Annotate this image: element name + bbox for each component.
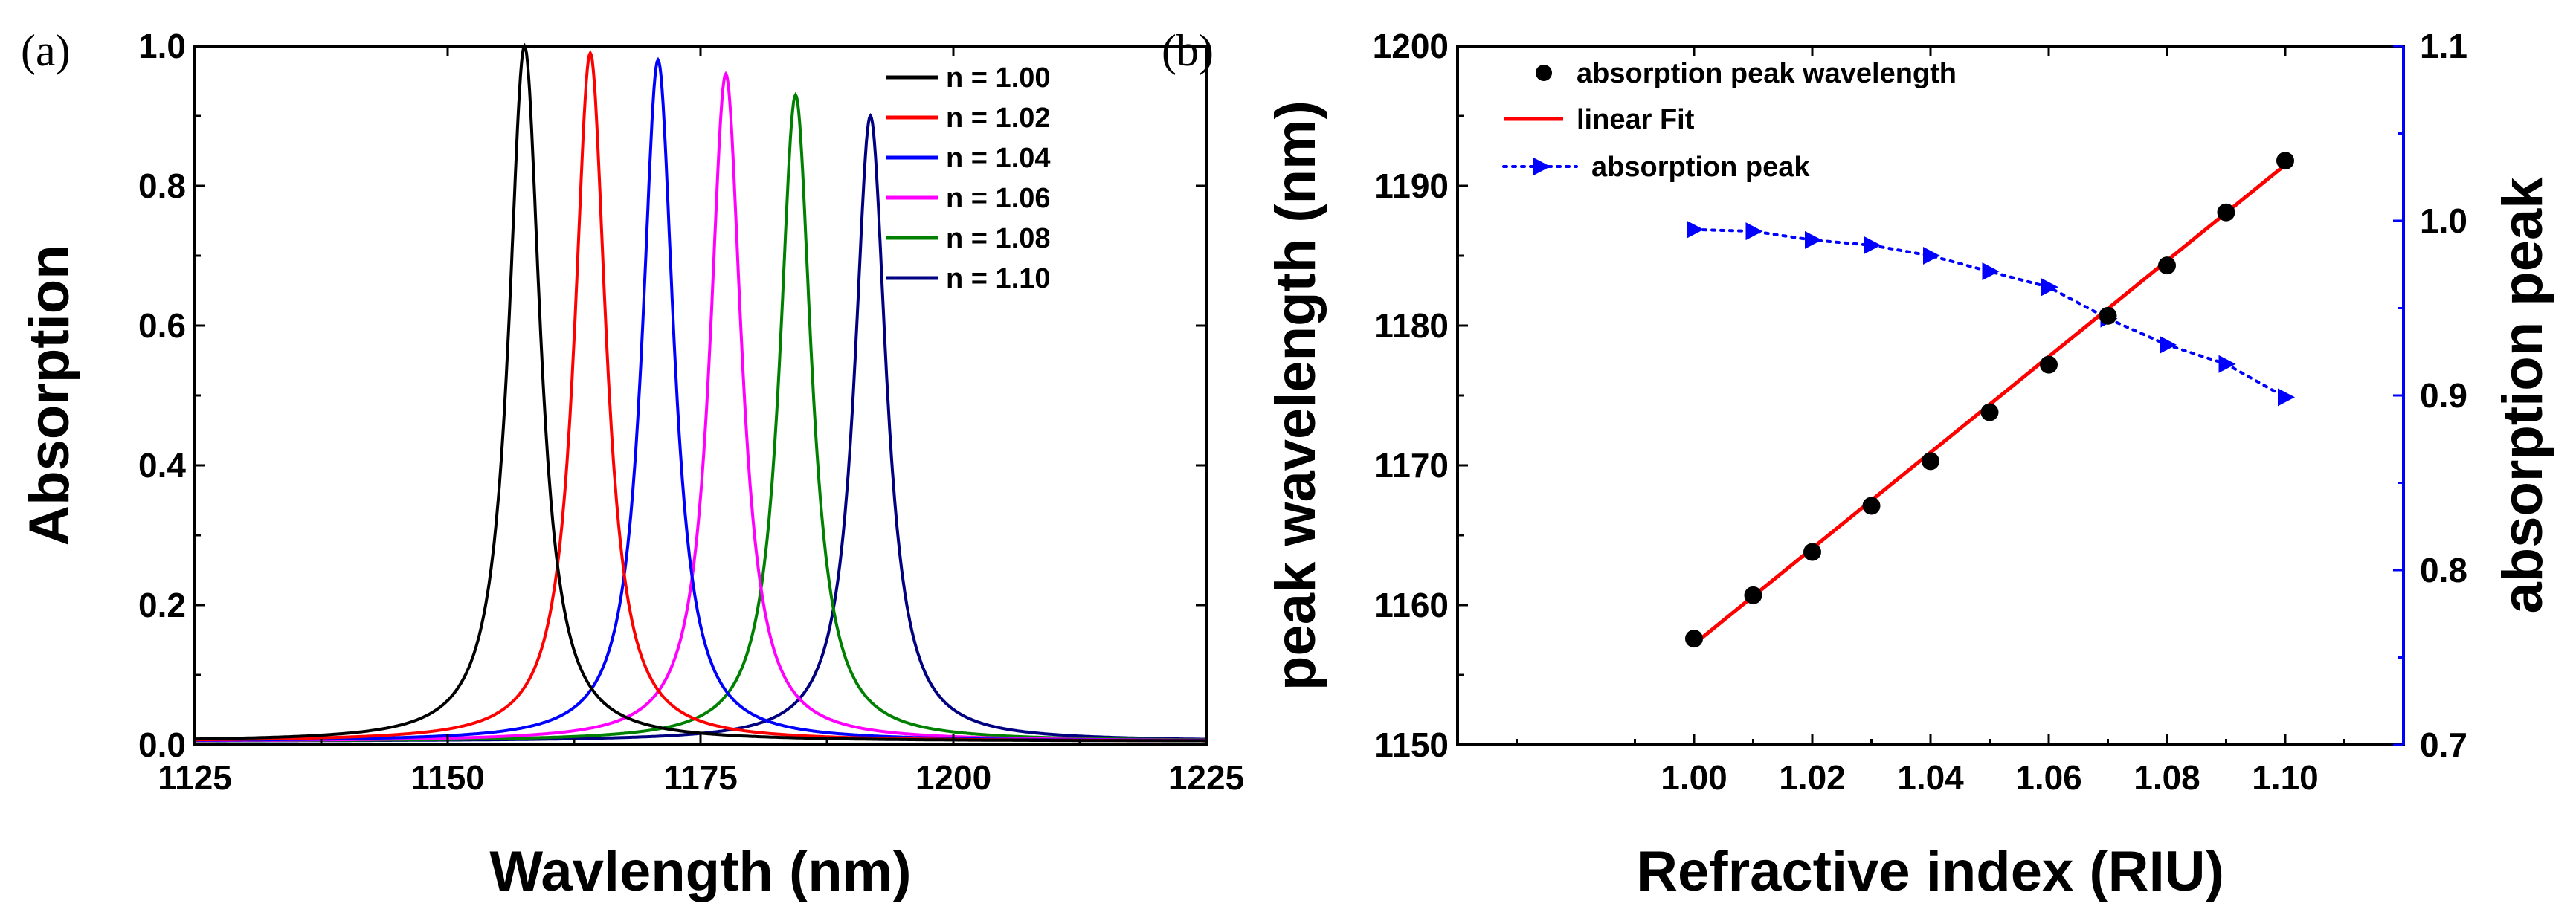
- x-tick-label: 1200: [915, 758, 991, 797]
- panel-b-plot-frame: [1456, 45, 2405, 746]
- absorption-peak-marker: [2041, 278, 2058, 297]
- y-tick-label: 0.0: [138, 726, 186, 764]
- peak-wavelength-point: [1685, 630, 1703, 648]
- series-line-2: [195, 56, 1206, 743]
- peak-wavelength-point: [1980, 403, 1999, 421]
- y2-tick-label: 1.1: [2420, 27, 2467, 65]
- peak-wavelength-point: [1922, 452, 1939, 471]
- peak-wavelength-point: [1803, 543, 1821, 561]
- absorption-peak-marker: [1805, 230, 1822, 249]
- legend-label: n = 1.00: [946, 62, 1050, 94]
- absorption-peak-marker: [2218, 355, 2236, 373]
- absorption-peak-marker: [1864, 236, 1881, 254]
- peak-wavelength-point: [2040, 355, 2058, 374]
- absorption-peak-marker: [2278, 388, 2295, 407]
- x-tick-label: 1225: [1168, 758, 1244, 797]
- panel-b-legend: absorption peak wavelength linear Fit abso…: [1502, 58, 1957, 183]
- panel-a-y-axis-title: Absorption: [18, 245, 81, 546]
- panel-b-y-ticks: 1150 1160 1170 1180 1190 1200: [1373, 27, 1468, 764]
- panel-b-x-axis-title: Refractive index (RIU): [1637, 840, 2224, 903]
- y-tick-label: 1180: [1374, 306, 1449, 345]
- series-line-3: [195, 71, 1206, 743]
- legend-label: n = 1.10: [946, 263, 1050, 294]
- y-tick-label: 1190: [1374, 167, 1449, 205]
- legend-label: linear Fit: [1577, 104, 1695, 135]
- peak-wavelength-point: [2217, 203, 2235, 222]
- y-tick-label: 0.4: [138, 446, 186, 485]
- x-tick-label: 1.04: [1897, 758, 1964, 797]
- y-tick-label: 0.8: [138, 167, 186, 205]
- x-tick-label: 1150: [410, 758, 485, 797]
- y-tick-label: 1.0: [138, 27, 186, 65]
- panel-a-label: (a): [21, 26, 71, 75]
- panel-a-x-axis-title: Wavlength (nm): [489, 840, 911, 903]
- panel-a-absorption-spectra: (a) 1125 1150 1175 1200 1225 0.0 0.2 0.4 0.6 0.8…: [18, 26, 1244, 903]
- y2-tick-label: 0.7: [2420, 726, 2467, 764]
- y-tick-label: 1200: [1373, 27, 1449, 65]
- peak-wavelength-point: [2099, 306, 2117, 325]
- series-line-5: [195, 113, 1207, 743]
- y-tick-label: 1170: [1374, 446, 1449, 485]
- y-tick-label: 1150: [1374, 726, 1449, 764]
- absorption-peak-marker: [1923, 247, 1940, 265]
- series-line-1: [195, 50, 1206, 743]
- legend-label: n = 1.06: [946, 183, 1050, 214]
- absorption-peak-marker: [2160, 335, 2177, 354]
- absorption-peak-marker: [1982, 262, 2000, 281]
- y2-tick-label: 0.8: [2420, 551, 2467, 589]
- legend-label: n = 1.08: [946, 223, 1050, 254]
- panel-b-y2-ticks: 0.7 0.8 0.9 1.0 1.1: [2393, 27, 2467, 764]
- panel-b-peak-vs-index: (b) 1.00 1.02 1.04 1.06 1.08 1.10 1150 1160 117…: [1162, 26, 2554, 903]
- panel-b-x-ticks: 1.00 1.02 1.04 1.06 1.08 1.10: [1516, 46, 2345, 797]
- x-tick-label: 1.02: [1779, 758, 1846, 797]
- series-line-4: [195, 91, 1206, 743]
- y-tick-label: 1160: [1374, 586, 1449, 624]
- legend-label: absorption peak wavelength: [1577, 58, 1957, 89]
- y2-tick-label: 1.0: [2420, 201, 2467, 240]
- x-tick-label: 1.08: [2134, 758, 2200, 797]
- legend-label: n = 1.04: [946, 143, 1050, 174]
- x-tick-label: 1175: [663, 758, 738, 797]
- panel-b-label: (b): [1162, 26, 1214, 75]
- panel-a-legend: n = 1.00 n = 1.02 n = 1.04 n = 1.06 n = 1.08…: [886, 62, 1050, 294]
- x-tick-label: 1.10: [2252, 758, 2319, 797]
- absorption-peak-marker: [1745, 222, 1763, 241]
- x-tick-label: 1125: [158, 758, 232, 797]
- peak-wavelength-point: [2276, 152, 2294, 170]
- x-tick-label: 1.00: [1661, 758, 1727, 797]
- series-line-0: [195, 42, 1206, 743]
- panel-b-y2-axis-title: absorption peak: [2491, 177, 2554, 614]
- peak-wavelength-point: [1862, 497, 1881, 515]
- legend-label: absorption peak: [1591, 152, 1810, 183]
- panel-a-y-ticks: 0.0 0.2 0.4 0.6 0.8 1.0: [138, 27, 1206, 764]
- panel-a-series: [195, 42, 1207, 743]
- x-tick-label: 1.06: [2015, 758, 2082, 797]
- legend-swatch-triangle: [1533, 158, 1551, 175]
- legend-swatch-dot: [1536, 65, 1552, 81]
- absorption-peak-marker: [1687, 220, 1704, 239]
- panel-b-series: [1685, 152, 2295, 648]
- y-tick-label: 0.2: [138, 586, 186, 624]
- absorption-peak-line: [1693, 227, 2287, 399]
- legend-label: n = 1.02: [946, 103, 1050, 134]
- panel-b-y-axis-title: peak wavelength (nm): [1264, 100, 1327, 691]
- peak-wavelength-point: [1744, 586, 1762, 604]
- y-tick-label: 0.6: [138, 306, 186, 345]
- panel-a-plot-frame: [193, 45, 1208, 746]
- peak-wavelength-point: [2158, 256, 2176, 275]
- panel-a-x-ticks: 1125 1150 1175 1200 1225: [158, 46, 1244, 797]
- y2-tick-label: 0.9: [2420, 376, 2467, 415]
